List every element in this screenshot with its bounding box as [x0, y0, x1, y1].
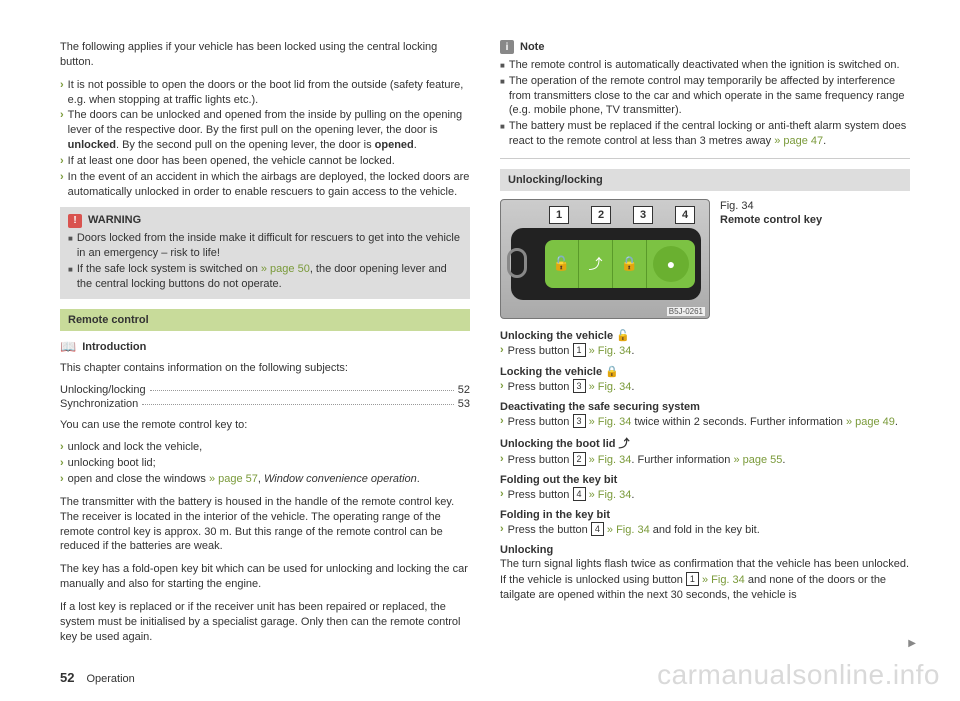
square-icon: ■ [500, 122, 505, 149]
section-unlocking-locking: Unlocking/locking [500, 169, 910, 191]
chevron-icon: › [500, 343, 504, 359]
boot-symbol-icon: ⤴ [619, 438, 630, 450]
right-column: i Note ■ The remote control is automatica… [500, 40, 910, 652]
chevron-icon: › [60, 154, 64, 169]
toc-page: 52 [458, 384, 470, 396]
bullet-text: unlock and lock the vehicle, [68, 440, 203, 455]
unlock-symbol-icon: 🔓 [616, 330, 630, 342]
action-text: Press button 3 » Fig. 34 twice within 2 … [508, 414, 898, 430]
bullet-text: unlocking boot lid; [68, 456, 156, 471]
chevron-icon: › [60, 440, 64, 455]
toc-label: Synchronization [60, 398, 138, 410]
heading-unlock-vehicle: Unlocking the vehicle 🔓 [500, 329, 910, 342]
square-icon: ■ [500, 61, 505, 73]
para-transmitter: The transmitter with the battery is hous… [60, 495, 470, 554]
square-icon: ■ [68, 234, 73, 261]
para-keybit: The key has a fold-open key bit which ca… [60, 562, 470, 592]
note-text: The operation of the remote control may … [509, 74, 910, 119]
para-unlocking: The turn signal lights flash twice as co… [500, 557, 910, 603]
callout-3: 3 [633, 206, 653, 224]
action-text: Press the button 4 » Fig. 34 and fold in… [508, 522, 760, 538]
remote-key-image: 🔓 ⤴ 🔒 ● 1 2 3 4 B5J-0261 [500, 199, 710, 319]
heading-unlock-boot: Unlocking the boot lid ⤴ [500, 435, 910, 451]
warning-title: WARNING [88, 213, 141, 228]
boot-icon: ⤴ [579, 240, 613, 288]
figure-id: B5J-0261 [667, 307, 705, 316]
chevron-icon: › [500, 487, 504, 503]
action-text: Press button 2 » Fig. 34. Further inform… [508, 452, 786, 468]
callout-2: 2 [591, 206, 611, 224]
toc: Unlocking/locking 52 Synchronization 53 [60, 384, 470, 410]
action-text: Press button 3 » Fig. 34. [508, 379, 635, 395]
footer-section: Operation [86, 673, 134, 685]
toc-label: Unlocking/locking [60, 384, 146, 396]
callout-4: 4 [675, 206, 695, 224]
chevron-icon: › [500, 414, 504, 430]
bullet-list-2: › unlock and lock the vehicle, › unlocking… [60, 440, 470, 487]
heading-deactivate-safe: Deactivating the safe securing system [500, 401, 910, 413]
chevron-icon: › [60, 108, 64, 153]
bullet-text: open and close the windows » page 57, Wi… [68, 472, 420, 487]
section-remote-control: Remote control [60, 309, 470, 331]
unlock-icon: 🔓 [545, 240, 579, 288]
chevron-icon: › [60, 170, 64, 200]
action-text: Press button 1 » Fig. 34. [508, 343, 635, 359]
chevron-icon: › [60, 78, 64, 108]
toc-page: 53 [458, 398, 470, 410]
bullet-text: If at least one door has been opened, th… [68, 154, 395, 169]
warning-text: If the safe lock system is switched on »… [77, 262, 462, 292]
release-icon: ● [653, 246, 689, 282]
lock-icon: 🔒 [613, 240, 647, 288]
square-icon: ■ [500, 77, 505, 119]
chevron-icon: › [500, 452, 504, 468]
introduction-heading: Introduction [82, 341, 146, 353]
chevron-icon: › [60, 456, 64, 471]
heading-fold-in: Folding in the key bit [500, 509, 910, 521]
para-use: You can use the remote control key to: [60, 418, 470, 433]
heading-fold-out: Folding out the key bit [500, 474, 910, 486]
para-chapter: This chapter contains information on the… [60, 361, 470, 376]
note-box: i Note ■ The remote control is automatica… [500, 40, 910, 159]
callout-1: 1 [549, 206, 569, 224]
bullet-text: In the event of an accident in which the… [68, 170, 470, 200]
warning-text: Doors locked from the inside make it dif… [77, 231, 462, 261]
bullet-text: It is not possible to open the doors or … [68, 78, 470, 108]
chevron-icon: › [500, 522, 504, 538]
note-title: Note [520, 40, 544, 55]
lock-symbol-icon: 🔒 [605, 366, 619, 378]
book-icon: 📖 [60, 339, 76, 355]
left-column: The following applies if your vehicle ha… [60, 40, 470, 652]
heading-unlocking: Unlocking [500, 544, 910, 556]
info-icon: i [500, 40, 514, 54]
page-footer: 52 Operation [60, 670, 135, 685]
warning-box: ! WARNING ■Doors locked from the inside … [60, 207, 470, 298]
figure-34: 🔓 ⤴ 🔒 ● 1 2 3 4 B5J-0261 Fig. 34 Remote … [500, 199, 910, 319]
para-lostkey: If a lost key is replaced or if the rece… [60, 600, 470, 645]
page-number: 52 [60, 670, 74, 685]
bullet-text: The doors can be unlocked and opened fro… [68, 108, 470, 153]
para-intro: The following applies if your vehicle ha… [60, 40, 470, 70]
square-icon: ■ [68, 265, 73, 292]
chevron-icon: › [60, 472, 64, 487]
chevron-icon: › [500, 379, 504, 395]
heading-lock-vehicle: Locking the vehicle 🔒 [500, 365, 910, 378]
continue-icon: ▶ [908, 638, 916, 649]
figure-caption: Fig. 34 Remote control key [720, 199, 822, 319]
note-text: The battery must be replaced if the cent… [509, 119, 910, 149]
warning-icon: ! [68, 214, 82, 228]
action-text: Press button 4 » Fig. 34. [508, 487, 635, 503]
note-text: The remote control is automatically deac… [509, 58, 900, 73]
watermark: carmanualsonline.info [657, 659, 940, 691]
bullet-list-1: ›It is not possible to open the doors or… [60, 78, 470, 200]
